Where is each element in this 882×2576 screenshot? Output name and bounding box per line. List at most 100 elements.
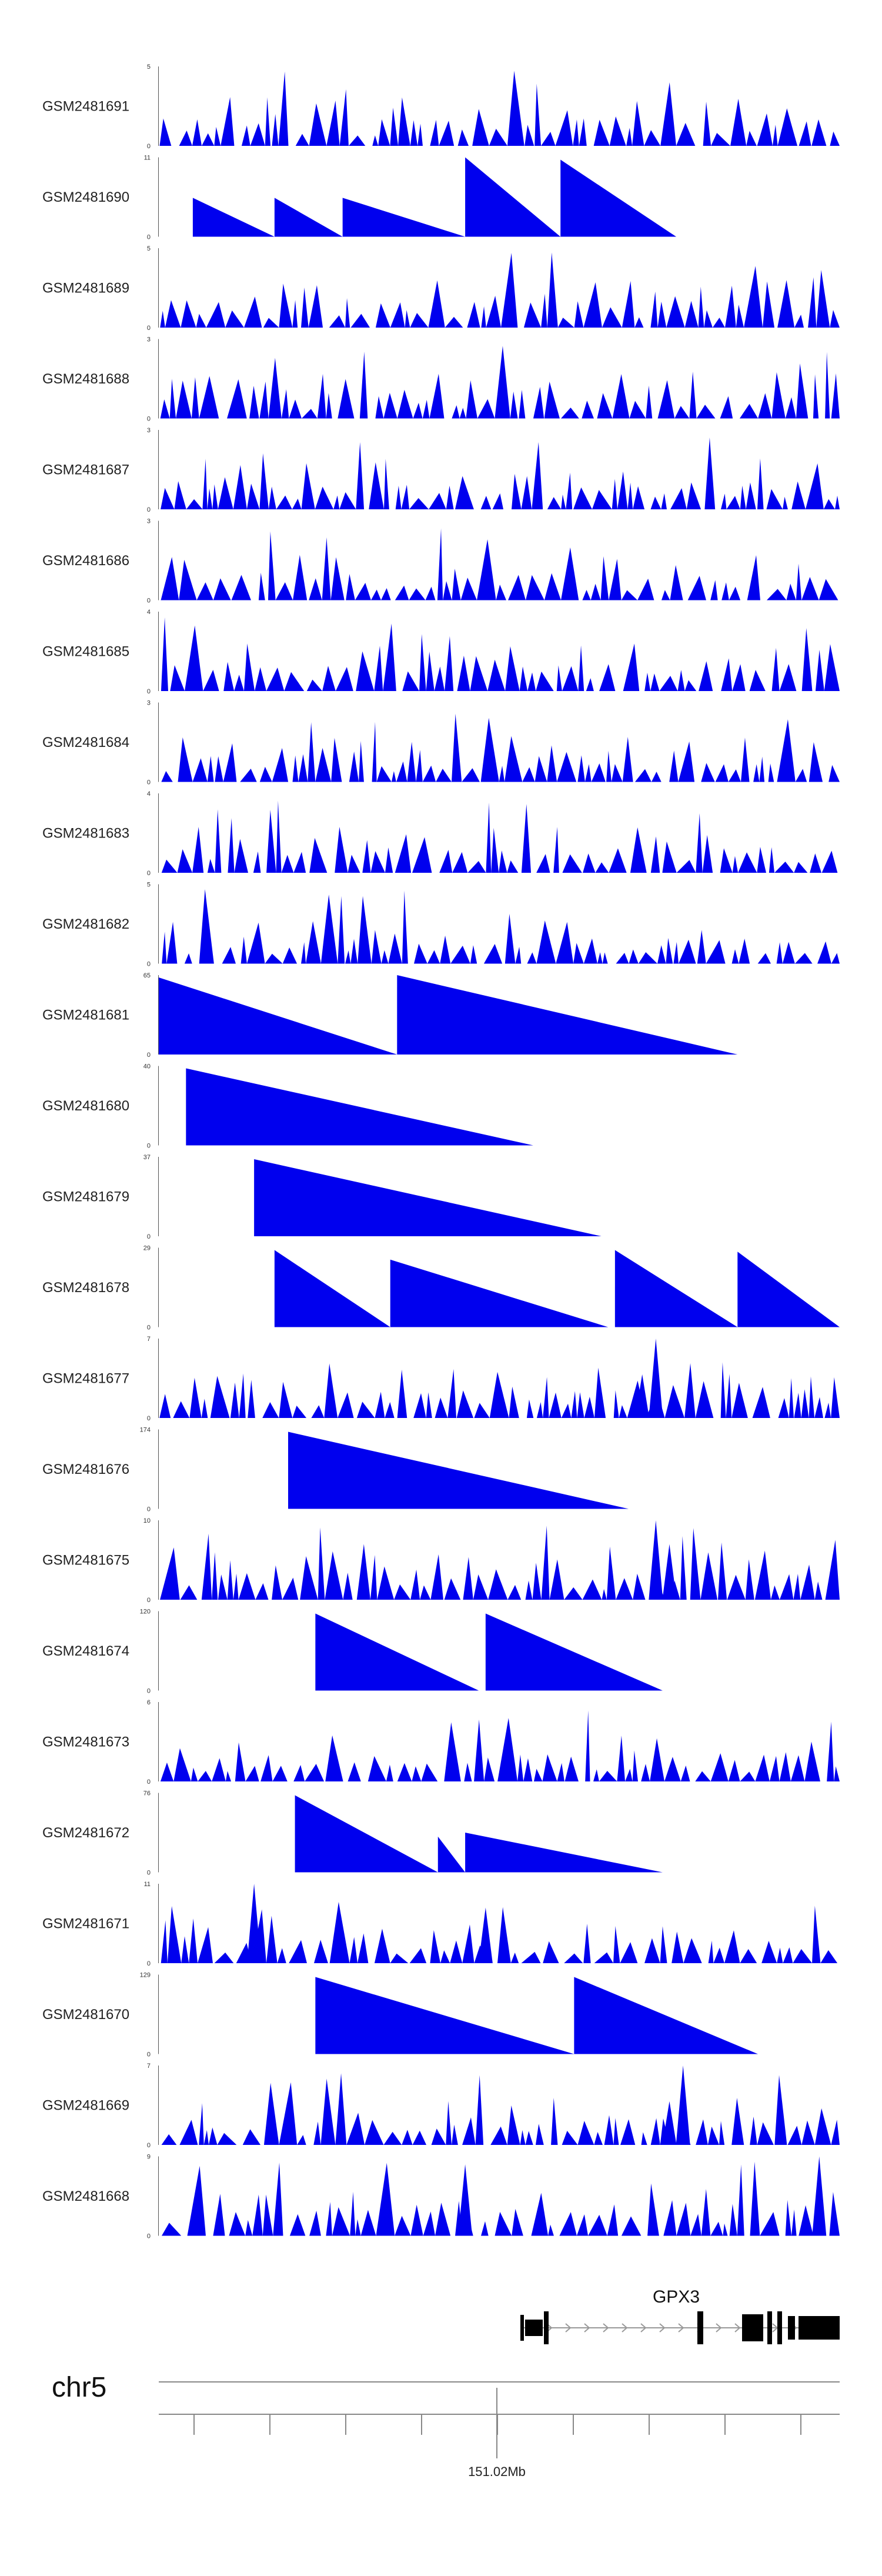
coverage-peak	[444, 1722, 461, 1781]
coverage-peak	[486, 295, 502, 328]
track-ymin-label: 0	[147, 1960, 151, 1967]
coverage-peak	[561, 494, 566, 509]
coverage-peak	[192, 119, 202, 146]
coverage-peak	[620, 1942, 638, 1963]
coverage-peak	[696, 405, 716, 419]
coverage-peak	[395, 585, 409, 600]
coverage-peak	[356, 1544, 370, 1600]
coverage-peak	[350, 2191, 356, 2236]
coverage-peak	[718, 1542, 727, 1600]
coverage-peak	[350, 939, 358, 964]
coverage-peak	[507, 860, 519, 873]
coverage-peak	[583, 853, 596, 873]
coverage-segment	[159, 977, 397, 1055]
track-GSM2481673: GSM2481673 6 0	[42, 1699, 840, 1786]
coverage-peak	[810, 853, 822, 873]
coverage-peak	[486, 802, 492, 873]
coverage-peak	[345, 298, 350, 328]
coverage-peak	[649, 1339, 663, 1418]
track-ymin-label: 0	[147, 2233, 151, 2240]
coverage-peak	[541, 1526, 550, 1600]
coverage-peak	[617, 1736, 626, 1781]
coverage-peak	[203, 669, 219, 691]
coverage-peak	[527, 672, 536, 691]
coverage-peak	[369, 462, 384, 509]
strand-arrow	[678, 2323, 684, 2333]
coverage-peak	[355, 2219, 361, 2236]
coverage-peak	[591, 763, 606, 782]
coverage-peak	[457, 655, 470, 691]
coverage-peak	[478, 1907, 493, 1963]
coverage-peak	[739, 939, 750, 964]
coverage-peak	[223, 743, 237, 782]
coverage-peak	[521, 1951, 541, 1963]
coverage-peak	[275, 582, 293, 600]
coverage-peak	[695, 1381, 714, 1418]
coverage-peak	[421, 1763, 438, 1781]
coverage-peak	[402, 890, 408, 964]
coverage-peak	[451, 713, 462, 782]
coverage-peak	[456, 1390, 474, 1418]
coverage-segment	[397, 975, 738, 1055]
coverage-peak	[278, 71, 289, 146]
coverage-peak	[173, 1401, 190, 1418]
coverage-peak	[350, 313, 370, 328]
track-GSM2481678: GSM2481678 29 0	[42, 1245, 840, 1332]
coverage-peak	[619, 1405, 627, 1418]
coverage-peak	[268, 486, 276, 509]
strand-arrow	[659, 2323, 666, 2333]
coverage-peak	[740, 738, 750, 782]
coverage-peak	[250, 123, 265, 146]
track-GSM2481681: GSM2481681 65 0	[42, 972, 738, 1059]
coverage-peak	[167, 1906, 182, 1963]
coverage-peak	[811, 119, 827, 146]
coverage-peak	[644, 672, 651, 691]
coverage-peak	[578, 645, 584, 691]
coverage-peak	[245, 1766, 259, 1781]
coverage-peak	[782, 942, 795, 964]
coverage-peak	[533, 386, 544, 419]
coverage-peak	[564, 1756, 579, 1781]
coverage-peak	[659, 676, 678, 691]
track-ymax-label: 5	[147, 245, 151, 252]
coverage-peak	[588, 2214, 607, 2236]
coverage-peak	[420, 1585, 431, 1600]
coverage-peak	[390, 1953, 409, 1963]
coverage-peak	[212, 1758, 226, 1781]
coverage-peak	[729, 2204, 737, 2236]
coverage-peak	[277, 1948, 286, 1963]
coverage-peak	[523, 302, 542, 328]
coverage-peak	[774, 862, 794, 873]
coverage-peak	[831, 2120, 840, 2145]
coverage-peak	[662, 1544, 677, 1600]
coverage-peak	[313, 2121, 321, 2145]
coverage-peak	[308, 722, 316, 782]
coverage-peak	[266, 667, 285, 691]
coverage-peak	[637, 578, 654, 600]
coverage-segment	[737, 1252, 840, 1327]
coverage-peak	[594, 1367, 606, 1418]
coverage-peak	[812, 1906, 821, 1963]
axis-tick-label: 151.02Mb	[468, 2464, 526, 2479]
coverage-peak	[306, 921, 321, 964]
coverage-peak	[600, 556, 609, 600]
strand-arrow	[640, 2323, 647, 2333]
coverage-peak	[535, 2124, 544, 2145]
coverage-segment	[465, 157, 561, 237]
coverage-peak	[824, 1402, 831, 1418]
coverage-peak	[311, 1405, 325, 1418]
coverage-peak	[231, 575, 251, 600]
coverage-peak	[511, 473, 522, 509]
coverage-peak	[573, 943, 584, 964]
coverage-peak	[223, 662, 235, 691]
coverage-peak	[463, 1557, 473, 1600]
coverage-peak	[721, 582, 729, 600]
coverage-peak	[436, 769, 452, 782]
coverage-peak	[816, 269, 830, 328]
coverage-peak	[247, 1884, 262, 1963]
coverage-peak	[209, 2127, 218, 2145]
track-ymax-label: 3	[147, 518, 151, 525]
coverage-peak	[790, 1755, 805, 1781]
coverage-peak	[555, 110, 573, 146]
coverage-peak	[551, 2097, 558, 2145]
